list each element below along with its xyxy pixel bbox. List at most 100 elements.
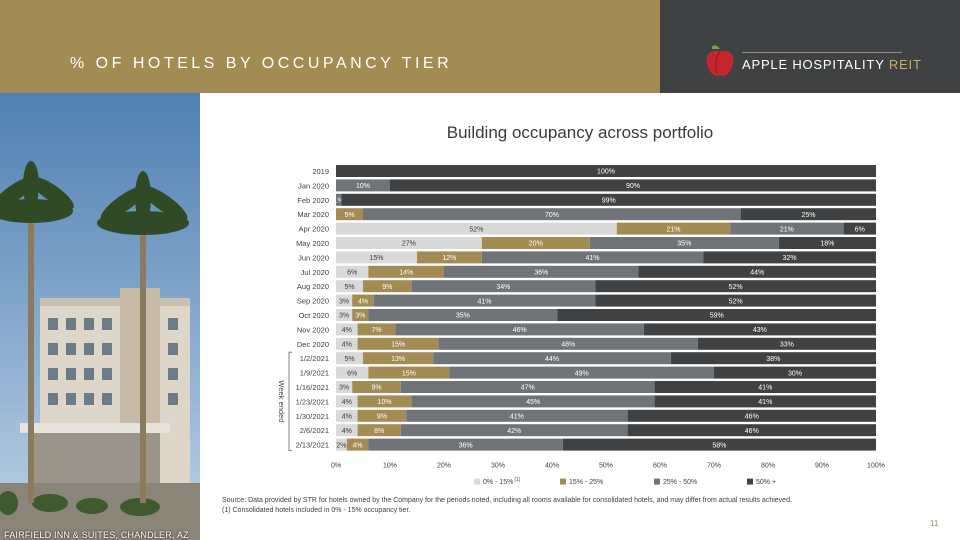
x-tick-label: 80% [761, 463, 775, 470]
data-label: 4% [342, 327, 352, 334]
bar-segment [336, 337, 358, 350]
data-label: 59% [710, 313, 724, 320]
data-label: 3% [355, 313, 365, 320]
data-label: 52% [729, 284, 743, 291]
legend-swatch [474, 478, 480, 485]
data-label: 4% [342, 414, 352, 421]
data-label: 20% [529, 241, 543, 248]
x-tick-label: 100% [867, 463, 885, 470]
category-label: 1/9/2021 [300, 369, 329, 378]
logo-rule [742, 52, 902, 53]
bar-segment [557, 309, 876, 321]
footnote: (1) Consolidated hotels included in 0% -… [222, 507, 411, 514]
bar-segment [373, 294, 596, 307]
bar-segment [481, 237, 590, 249]
bar-segment [411, 280, 596, 293]
x-tick-label: 50% [599, 463, 613, 470]
data-label: 21% [780, 226, 794, 233]
data-label: 48% [561, 342, 575, 349]
data-label: 100% [597, 169, 615, 176]
legend-label: 0% - 15%(1) [483, 477, 521, 486]
data-label: 45% [526, 399, 540, 406]
bar-segment [336, 381, 353, 393]
bar-segment [643, 323, 876, 336]
data-label: 4% [358, 298, 368, 305]
data-label: 41% [758, 399, 772, 406]
x-tick-label: 10% [383, 463, 397, 470]
bar-segment [336, 352, 363, 365]
data-label: 7% [371, 327, 381, 334]
data-label: 5% [344, 212, 354, 219]
x-tick-label: 70% [707, 463, 721, 470]
bar-segment [843, 222, 876, 235]
bar-segment [336, 208, 363, 221]
data-label: 4% [342, 428, 352, 435]
data-label: 6% [855, 226, 865, 233]
data-label: 42% [507, 428, 521, 435]
bar-segment [449, 366, 714, 379]
bar-segment [341, 193, 876, 206]
page-title: % OF HOTELS BY OCCUPANCY TIER [70, 55, 453, 72]
data-label: 52% [729, 298, 743, 305]
category-label: 2/6/2021 [300, 426, 329, 435]
data-label: 10% [378, 399, 392, 406]
data-label: 43% [753, 327, 767, 334]
bar-segment [346, 438, 369, 451]
company-logo-text: APPLE HOSPITALITY REIT [742, 57, 922, 72]
bar-segment [352, 294, 374, 307]
data-label: 6% [347, 370, 357, 377]
bar-segment [638, 265, 876, 278]
bar-segment [336, 409, 358, 422]
bar-segment [627, 409, 876, 422]
bar-segment [390, 179, 876, 192]
data-label: 8% [374, 428, 384, 435]
data-label: 46% [745, 414, 759, 421]
data-label: 3% [339, 298, 349, 305]
bar-segment [654, 381, 876, 393]
bar-segment [627, 424, 876, 437]
legend-label: 50% + [756, 479, 776, 486]
data-label: 90% [626, 183, 640, 190]
bar-segment [352, 381, 401, 393]
bar-segment [336, 251, 417, 264]
category-label: 1/23/2021 [296, 397, 329, 406]
header-band [0, 0, 660, 93]
y-axis-label: Week ended [277, 380, 286, 422]
bar-segment [595, 294, 876, 307]
bar-segment [654, 395, 876, 408]
data-label: 52% [469, 226, 483, 233]
category-label: 1/16/2021 [296, 383, 329, 392]
data-label: 12% [442, 255, 456, 262]
data-label: 33% [780, 342, 794, 349]
bar-segment [400, 424, 628, 437]
bar-segment [357, 409, 407, 422]
category-label: Apr 2020 [299, 225, 329, 234]
bar-segment [357, 323, 396, 336]
data-label: 14% [399, 270, 413, 277]
data-label: 15% [369, 255, 383, 262]
category-label: Mar 2020 [297, 210, 329, 219]
bar-segment [336, 309, 353, 321]
legend-footnote-marker: (1) [514, 477, 520, 483]
bar-segment [336, 438, 347, 451]
bar-segment [697, 337, 876, 350]
data-label: 4% [342, 399, 352, 406]
data-label: 6% [347, 270, 357, 277]
logo-reit-text: REIT [888, 57, 922, 72]
x-tick-label: 90% [815, 463, 829, 470]
legend-label: 25% - 50% [663, 479, 697, 486]
bar-segment [336, 193, 342, 206]
data-label: 36% [534, 270, 548, 277]
category-label: Aug 2020 [297, 282, 329, 291]
week-bracket [288, 351, 292, 451]
data-label: 5% [344, 284, 354, 291]
data-label: 2% [336, 442, 346, 449]
category-label: 1/2/2021 [300, 354, 329, 363]
data-label: 41% [585, 255, 599, 262]
category-label: Nov 2020 [297, 325, 329, 334]
data-label: 13% [391, 356, 405, 363]
data-label: 41% [758, 385, 772, 392]
bar-segment [336, 366, 369, 379]
legend-swatch [747, 478, 753, 485]
apple-logo-icon [706, 45, 734, 76]
